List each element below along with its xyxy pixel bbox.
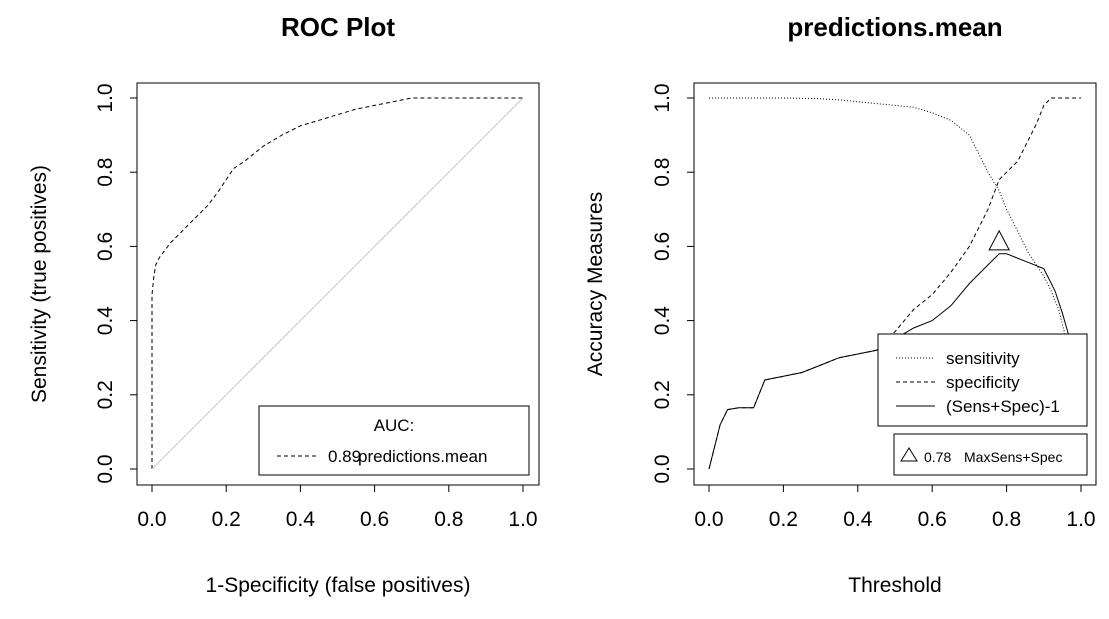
roc-plot-axes: 0.0 0.2 0.4 0.6 0.8 1.0 0.0 0.2 0.4 0.6 0.8 1.0 [94,83,538,531]
legend-sensitivity-label: sensitivity [946,349,1020,368]
accuracy-plot-title: predictions.mean [787,12,1002,42]
accuracy-plot-series-sensitivity-line [709,97,1071,358]
roc-plot-x-axis-label: 1-Specificity (false positives) [206,574,471,597]
roc-plot-title: ROC Plot [281,12,395,42]
roc-plot-x-tick-label: 0.8 [434,508,463,531]
accuracy-plot-y-tick-label: 0.2 [651,380,674,409]
legend-sens-spec-label: (Sens+Spec)-1 [946,397,1060,416]
accuracy-plot-y-tick-label: 1.0 [651,83,674,112]
roc-plot-y-tick-label: 0.4 [94,306,117,336]
roc-plot-legend-label: predictions.mean [358,447,487,466]
max-sens-spec-box [893,433,1088,476]
roc-plot-series [151,97,524,470]
roc-plot-y-tick-label: 0.0 [94,454,117,483]
accuracy-plot-axes: 0.0 0.2 0.4 0.6 0.8 1.0 0.0 0.2 0.4 0.6 0.8 1.0 [651,83,1096,531]
roc-plot-y-tick-label: 0.8 [94,158,117,187]
accuracy-plot-x-tick-label: 0.8 [992,508,1021,531]
roc-plot-legend-auc-value: 0.89 [328,447,361,466]
roc-plot-y-tick-label: 1.0 [94,83,117,112]
roc-plot-series-reference-diagonal-line [151,97,524,470]
roc-plot-x-tick-label: 0.6 [360,508,389,531]
roc-plot-x-tick-label: 0.0 [137,508,166,531]
accuracy-plot-y-tick-label: 0.8 [651,158,674,187]
accuracy-plot-x-tick-label: 0.2 [769,508,798,531]
roc-plot-legend-title: AUC: [374,416,415,435]
accuracy-plot-x-tick-label: 0.0 [694,508,723,531]
accuracy-plot-x-tick-label: 0.4 [843,508,873,531]
roc-plot-panel: ROC Plot 0.0 0.2 0.4 0.6 0.8 1.00.00.20.40.60… [28,12,540,597]
accuracy-plot-x-axis-label: Threshold [848,574,941,597]
accuracy-plot-x-tick-label: 1.0 [1066,508,1095,531]
accuracy-plot-y-tick-label: 0.6 [651,232,674,261]
roc-plot-legend: AUC: 0.89 predictions.mean [258,405,530,476]
roc-plot-frame [136,82,540,486]
max-sens-spec-legend: 0.78 MaxSens+Spec [893,433,1088,476]
accuracy-plot-x-tick-label: 0.6 [918,508,947,531]
accuracy-plot-legend-box [877,333,1088,427]
roc-plot-legend-box [258,405,530,476]
roc-plot-y-axis-label: Sensitivity (true positives) [28,165,51,403]
accuracy-plot-y-axis-label: Accuracy Measures [584,192,607,376]
legend-specificity-label: specificity [946,373,1020,392]
roc-plot-y-tick-label: 0.6 [94,232,117,261]
max-sens-spec-label: MaxSens+Spec [964,449,1062,465]
accuracy-plot-y-tick-label: 0.4 [651,306,674,336]
roc-plot-y-tick-label: 0.2 [94,380,117,409]
accuracy-plot-y-tick-label: 0.0 [651,454,674,483]
roc-plot-x-tick-label: 0.2 [212,508,241,531]
accuracy-plot-legend: sensitivity specificity (Sens+Spec)-1 [877,333,1088,427]
accuracy-plot-panel: predictions.mean 0.0 0.2 0.4 0.6 0.8 1.00.00.… [584,12,1097,597]
roc-plot-x-tick-label: 1.0 [508,508,537,531]
triangle-icon [900,447,918,462]
roc-plot-x-tick-label: 0.4 [286,508,316,531]
max-sens-spec-value: 0.78 [924,449,951,465]
accuracy-plot-max-marker-triangle [988,229,1010,251]
